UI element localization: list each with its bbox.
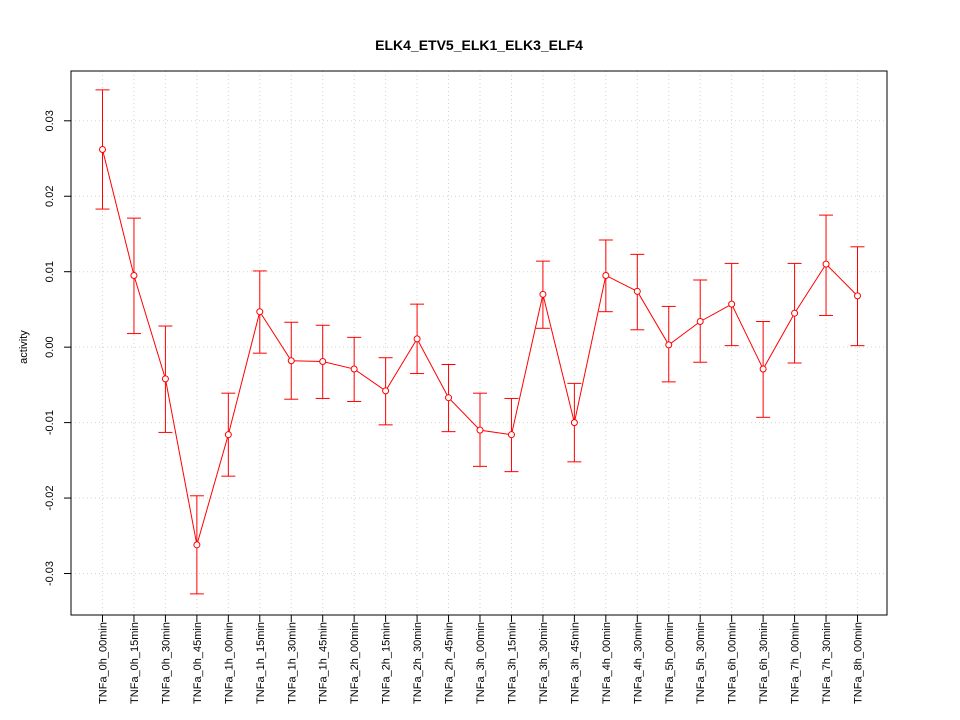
x-tick-label: TNFa_5h_00min bbox=[664, 622, 676, 704]
y-tick-label: -0.02 bbox=[44, 486, 56, 511]
data-point bbox=[759, 365, 767, 373]
data-point bbox=[256, 308, 264, 316]
x-tick-label: TNFa_1h_15min bbox=[255, 622, 267, 704]
x-tick-label: TNFa_1h_00min bbox=[223, 622, 235, 704]
y-tick-label: 0.01 bbox=[44, 261, 56, 282]
x-tick-label: TNFa_0h_45min bbox=[192, 622, 204, 704]
plot-frame bbox=[70, 70, 888, 616]
data-point bbox=[854, 292, 861, 300]
x-tick-label: TNFa_2h_45min bbox=[444, 622, 456, 704]
chart-title: ELK4_ETV5_ELK1_ELK3_ELF4 bbox=[375, 37, 583, 53]
data-point bbox=[633, 287, 641, 295]
x-tick-label: TNFa_7h_00min bbox=[790, 622, 802, 704]
x-tick-label: TNFa_2h_30min bbox=[412, 622, 424, 704]
data-point bbox=[791, 309, 799, 317]
x-tick-label: TNFa_2h_00min bbox=[349, 622, 361, 704]
x-tick-label: TNFa_0h_15min bbox=[129, 622, 141, 704]
y-tick-label: -0.01 bbox=[44, 410, 56, 435]
x-tick-label: TNFa_6h_30min bbox=[758, 622, 770, 704]
y-tick-label: 0.02 bbox=[44, 186, 56, 207]
data-point bbox=[445, 394, 453, 402]
x-tick-label: TNFa_0h_00min bbox=[98, 622, 110, 704]
x-tick-label: TNFa_3h_15min bbox=[506, 622, 518, 704]
y-tick-label: -0.03 bbox=[44, 561, 56, 586]
x-tick-label: TNFa_1h_45min bbox=[318, 622, 330, 704]
x-tick-label: TNFa_4h_00min bbox=[601, 622, 613, 704]
y-tick-label: 0.00 bbox=[44, 336, 56, 357]
data-point bbox=[287, 357, 295, 365]
x-tick-label: TNFa_0h_30min bbox=[160, 622, 172, 704]
x-tick-label: TNFa_5h_30min bbox=[695, 622, 707, 704]
x-tick-label: TNFa_4h_30min bbox=[632, 622, 644, 704]
axes: -0.03 -0.02 -0.01 0.00 0.01 0.02 0.03 TNFa_0h_0… bbox=[44, 110, 865, 704]
data-point bbox=[161, 375, 169, 383]
x-tick-label: TNFa_7h_30min bbox=[821, 622, 833, 704]
data-point bbox=[696, 317, 704, 325]
data-point bbox=[476, 426, 484, 434]
x-tick-label: TNFa_2h_15min bbox=[381, 622, 393, 704]
x-tick-label: TNFa_3h_30min bbox=[538, 622, 550, 704]
data-point bbox=[350, 365, 358, 373]
data-point bbox=[822, 260, 830, 268]
y-axis-label: activity bbox=[18, 330, 30, 364]
data-point bbox=[507, 431, 515, 439]
data-point bbox=[382, 387, 390, 395]
data-series bbox=[95, 89, 865, 595]
data-point bbox=[665, 341, 673, 349]
data-point bbox=[99, 145, 106, 153]
x-tick-label: TNFa_3h_45min bbox=[569, 622, 581, 704]
data-point bbox=[193, 541, 201, 549]
data-point bbox=[570, 419, 578, 427]
data-point bbox=[319, 357, 327, 365]
x-tick-label: TNFa_3h_00min bbox=[475, 622, 487, 704]
x-tick-label: TNFa_6h_00min bbox=[727, 622, 739, 704]
data-point bbox=[130, 271, 138, 279]
data-point bbox=[602, 271, 610, 279]
y-tick-label: 0.03 bbox=[44, 110, 56, 131]
data-point bbox=[728, 300, 736, 308]
x-tick-label: TNFa_1h_30min bbox=[286, 622, 298, 704]
data-point bbox=[224, 431, 232, 439]
data-point bbox=[413, 335, 421, 343]
x-tick-label: TNFa_8h_00min bbox=[853, 622, 865, 704]
data-point bbox=[539, 290, 547, 298]
